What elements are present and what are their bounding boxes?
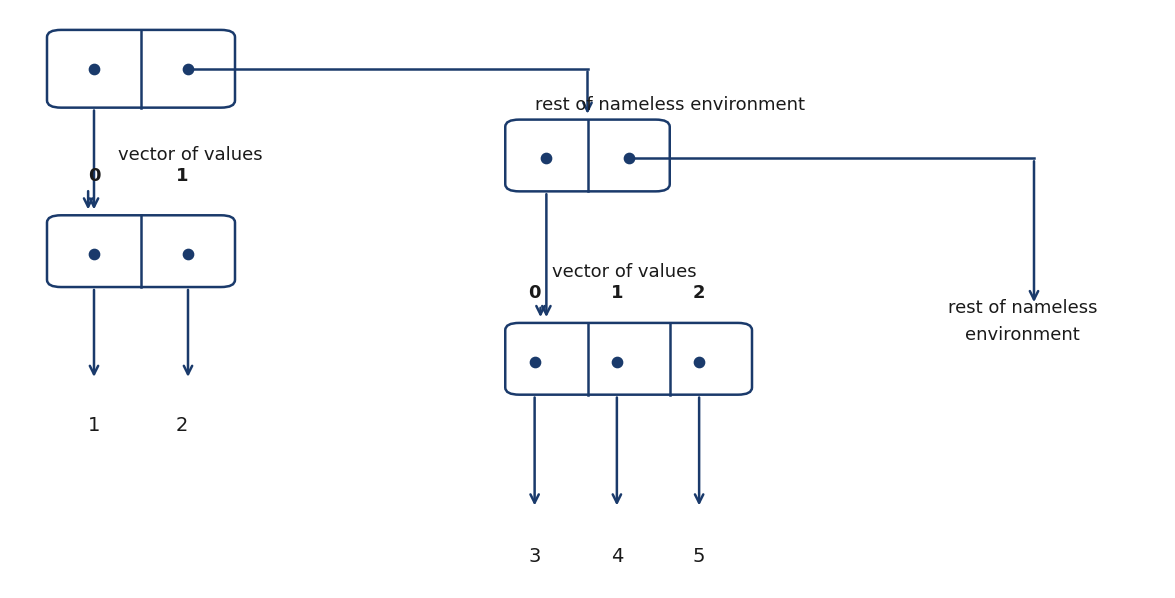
Point xyxy=(525,357,544,367)
Point xyxy=(619,154,638,163)
Point xyxy=(537,154,556,163)
Point xyxy=(85,64,103,74)
Point xyxy=(607,357,626,367)
Point xyxy=(179,64,197,74)
Text: 2: 2 xyxy=(176,416,188,435)
Text: 5: 5 xyxy=(693,547,705,566)
Point xyxy=(690,357,709,367)
Text: rest of nameless environment: rest of nameless environment xyxy=(535,96,805,114)
FancyBboxPatch shape xyxy=(47,30,235,108)
Text: 0: 0 xyxy=(529,284,540,302)
Text: 4: 4 xyxy=(611,547,623,566)
FancyBboxPatch shape xyxy=(505,120,670,191)
Text: 2: 2 xyxy=(693,284,705,302)
Text: 1: 1 xyxy=(611,284,623,302)
Point xyxy=(85,249,103,259)
Text: 0: 0 xyxy=(88,167,100,185)
Text: environment: environment xyxy=(965,326,1080,344)
Text: rest of nameless: rest of nameless xyxy=(947,299,1097,317)
Point xyxy=(179,249,197,259)
FancyBboxPatch shape xyxy=(47,215,235,287)
Text: 1: 1 xyxy=(88,416,100,435)
Text: 1: 1 xyxy=(176,167,188,185)
Text: vector of values: vector of values xyxy=(552,263,697,281)
Text: 3: 3 xyxy=(529,547,540,566)
Text: vector of values: vector of values xyxy=(118,147,262,164)
FancyBboxPatch shape xyxy=(505,323,752,395)
